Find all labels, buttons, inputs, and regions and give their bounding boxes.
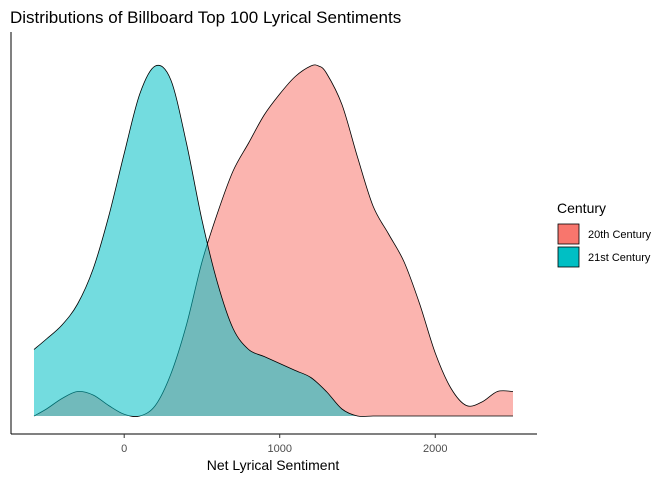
density-outline-2: [33, 65, 513, 417]
legend-swatch-1: [557, 223, 580, 245]
legend-swatch-2: [557, 246, 580, 268]
x-tick-label: 2000: [423, 443, 447, 455]
legend: Century 20th Century 21st Century: [557, 200, 651, 268]
legend-title: Century: [557, 200, 606, 216]
x-tick-layer: 0 1000 2000: [121, 434, 447, 455]
density-area-1: [34, 64, 513, 417]
x-axis-title: Net Lyrical Sentiment: [207, 457, 340, 473]
legend-items: 20th Century 21st Century: [557, 223, 651, 268]
x-tick-label: 0: [121, 443, 127, 455]
series-layer: [33, 64, 514, 417]
chart-title: Distributions of Billboard Top 100 Lyric…: [10, 8, 401, 27]
density-area-2: [34, 65, 513, 417]
legend-label-2: 21st Century: [588, 252, 651, 264]
legend-label-1: 20th Century: [588, 229, 651, 241]
x-tick-label: 1000: [267, 443, 291, 455]
